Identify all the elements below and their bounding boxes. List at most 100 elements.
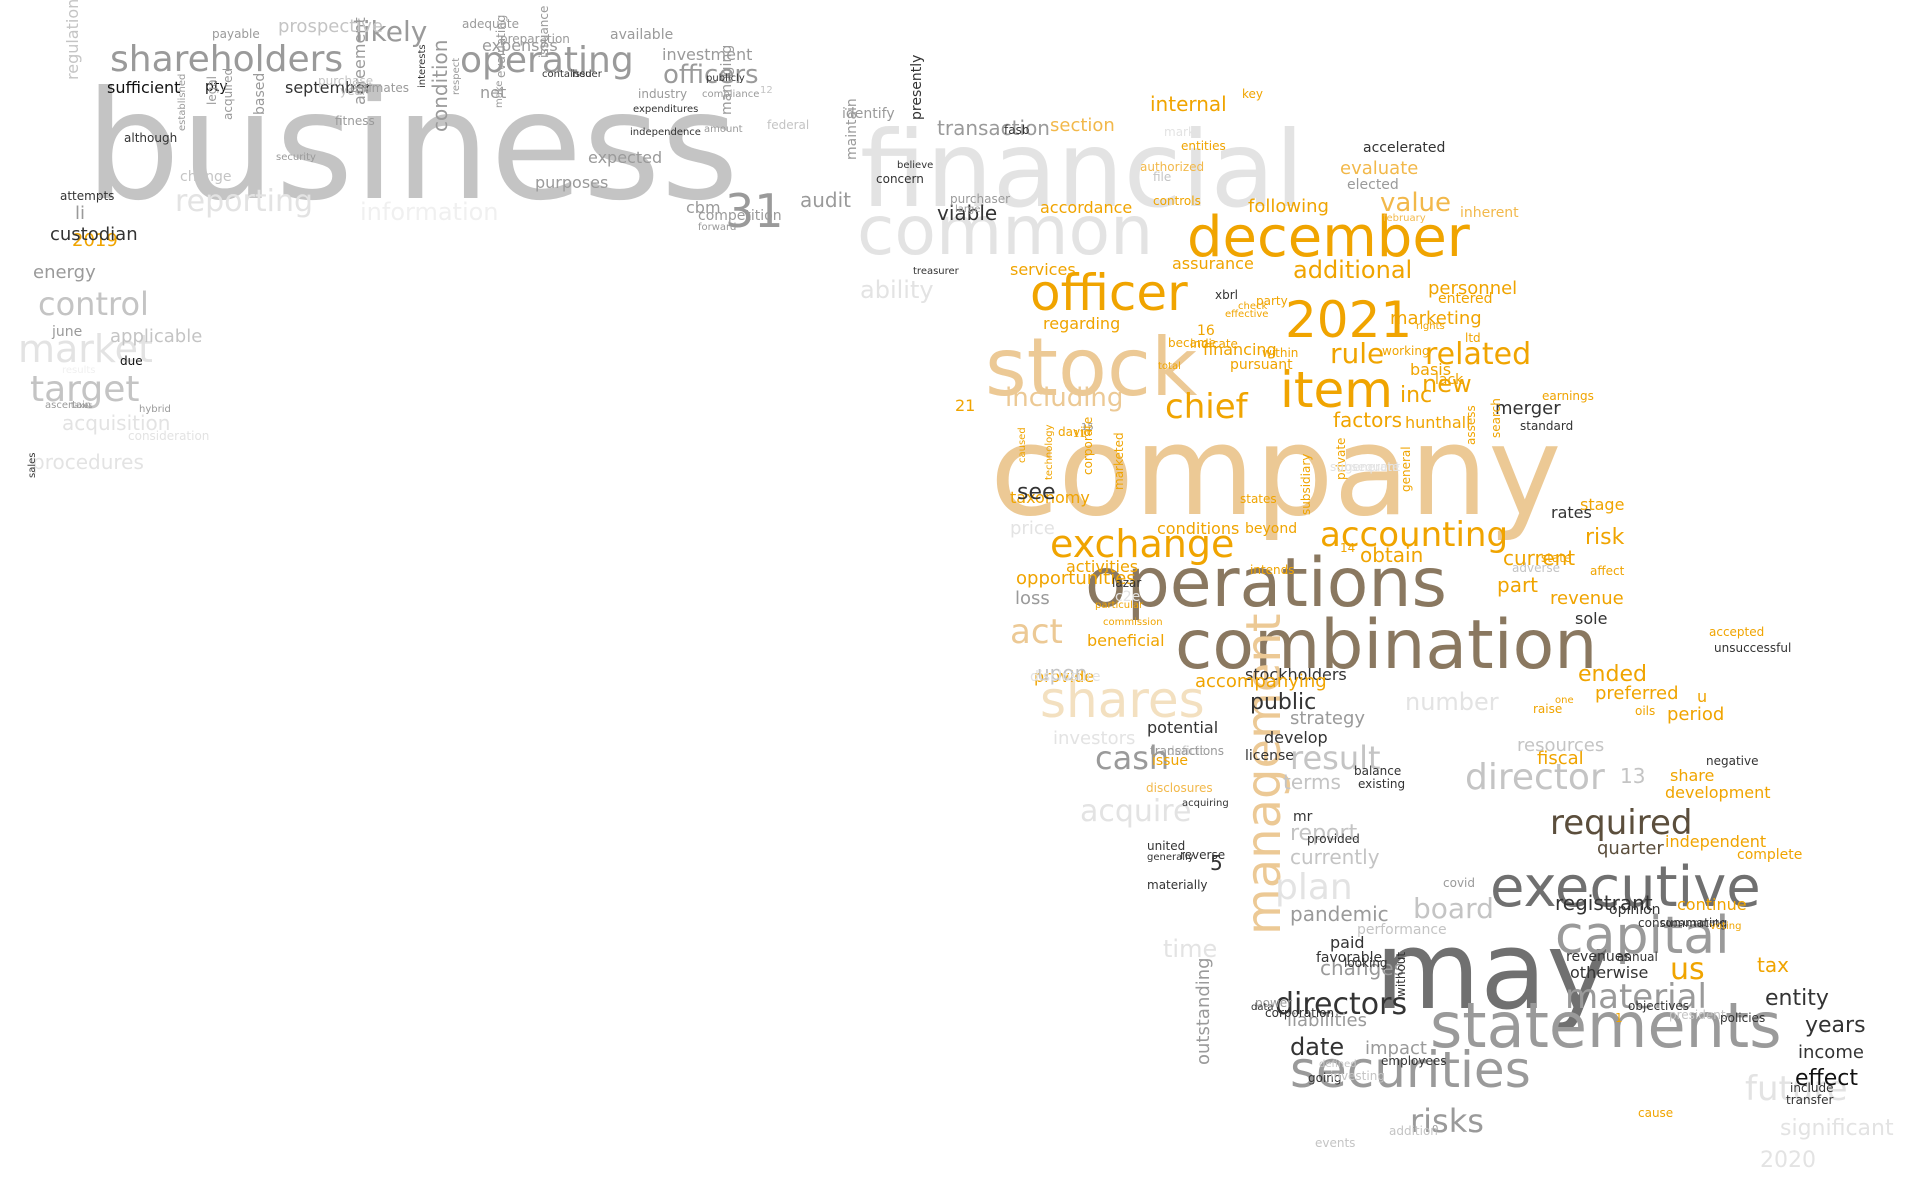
word-addition: addition: [1389, 1124, 1438, 1138]
word-11: 11: [1073, 429, 1086, 440]
word-fasb: fasb: [1004, 123, 1030, 137]
word-assess: assess: [1464, 405, 1478, 445]
word-hybrid: hybrid: [139, 404, 171, 415]
word-investing: investing: [1330, 1069, 1385, 1083]
word-commission: commission: [1103, 617, 1163, 628]
word-capital: capital: [1555, 906, 1730, 966]
word-information: information: [360, 198, 499, 226]
word-may: may: [1375, 909, 1611, 1034]
word-sufficient: sufficient: [107, 78, 181, 97]
word-total: total: [1158, 361, 1181, 372]
word-effective: effective: [1225, 309, 1269, 320]
word-interests: interests: [417, 44, 428, 88]
word-revenue: revenue: [1550, 588, 1624, 609]
word-year: year: [340, 84, 367, 98]
word-include: include: [1790, 1081, 1834, 1095]
word-united: united: [1147, 839, 1186, 853]
word-statements: statements: [1430, 989, 1782, 1062]
word-legal: legal: [205, 75, 219, 105]
word-currently: currently: [1290, 845, 1380, 869]
word-continue: continue: [1677, 895, 1747, 914]
word-2019: 2019: [72, 230, 118, 251]
word-common: common: [857, 192, 1154, 271]
word-independent: independent: [1665, 832, 1767, 851]
word-materially: materially: [1147, 878, 1208, 892]
word-16: 16: [1197, 323, 1215, 339]
word-custodian: custodian: [50, 224, 138, 245]
word-maintain: maintain: [844, 98, 860, 160]
word-performance: performance: [1357, 922, 1447, 938]
word-policies: policies: [1720, 1011, 1766, 1025]
word-acquired: acquired: [221, 67, 235, 120]
word-stock: stock: [985, 321, 1198, 414]
word-intends: intends: [1250, 563, 1295, 577]
word-risks: risks: [1410, 1102, 1484, 1140]
word-ltd: ltd: [1465, 331, 1481, 345]
word-opinion: opinion: [1609, 902, 1661, 918]
word-rule: rule: [1330, 337, 1385, 370]
word-affect: affect: [1590, 564, 1625, 578]
word-energy: energy: [33, 262, 96, 283]
word-part: part: [1497, 573, 1539, 597]
word-reporting: reporting: [175, 184, 314, 219]
word-accepted: accepted: [1709, 625, 1765, 639]
word-employees: employees: [1381, 1054, 1447, 1068]
word-adverse: adverse: [1512, 561, 1561, 575]
word-exchange: exchange: [1050, 522, 1235, 566]
word-operating: operating: [460, 40, 634, 81]
word-expected: expected: [588, 148, 663, 167]
word-services: services: [1010, 260, 1076, 279]
word-transfer: transfer: [1786, 1093, 1834, 1107]
word-december: december: [1187, 205, 1470, 270]
word-item: item: [1280, 361, 1393, 419]
word-new: new: [1422, 370, 1472, 398]
word-expenses: expenses: [482, 36, 558, 55]
word-caused: caused: [1017, 427, 1028, 463]
word-compliance: compliance: [702, 89, 760, 100]
word-personnel: personnel: [1428, 278, 1518, 299]
word-directors: directors: [1275, 987, 1408, 1022]
word-license: license: [1245, 748, 1294, 764]
word-required: required: [1550, 803, 1693, 843]
word-change: change: [180, 169, 232, 185]
word-disclosure: disclosure: [1030, 669, 1101, 685]
word-one: one: [1555, 695, 1574, 706]
word-general: general: [1399, 446, 1413, 492]
word-state: state: [1541, 551, 1572, 565]
word-balance: balance: [1354, 764, 1402, 778]
word-likely: likely: [355, 15, 428, 48]
word-act: act: [1010, 612, 1063, 652]
word-unsuccessful: unsuccessful: [1714, 641, 1792, 655]
word-pandemic: pandemic: [1290, 902, 1389, 926]
word-stage: stage: [1580, 495, 1625, 514]
word-material: material: [1565, 977, 1707, 1017]
word-annual: annual: [1617, 950, 1658, 964]
word-beneficial: beneficial: [1087, 631, 1165, 650]
word-complete: complete: [1737, 847, 1803, 863]
word-develop: develop: [1264, 728, 1328, 747]
word-consideration: consideration: [128, 429, 210, 443]
word-reverse: reverse: [1180, 848, 1226, 862]
word-indicate: indicate: [1190, 337, 1238, 351]
word-director: director: [1465, 757, 1605, 798]
word-events: events: [1315, 1136, 1356, 1150]
word-impact: impact: [1365, 1038, 1427, 1059]
word-entities: entities: [1181, 139, 1226, 153]
word-cbm: cbm: [686, 198, 721, 217]
word-generally: generally: [1147, 852, 1194, 863]
word-fiscal: fiscal: [1537, 748, 1584, 769]
word-subsequent: subsequent: [1330, 460, 1401, 474]
word-strategy: strategy: [1290, 708, 1366, 729]
word-activities: activities: [1066, 557, 1139, 576]
word-financial: financial: [860, 109, 1304, 231]
word-taxes: taxes: [71, 401, 93, 410]
word-authorized: authorized: [1140, 160, 1205, 174]
word-going: going: [1308, 1071, 1342, 1085]
word-factors: factors: [1333, 408, 1403, 432]
word-company: company: [990, 400, 1562, 544]
word-competition: competition: [698, 208, 782, 224]
word-september: september: [285, 78, 372, 97]
word-payable: payable: [212, 27, 260, 41]
word-acquisition: acquisition: [62, 411, 171, 435]
word-ability: ability: [860, 276, 934, 304]
